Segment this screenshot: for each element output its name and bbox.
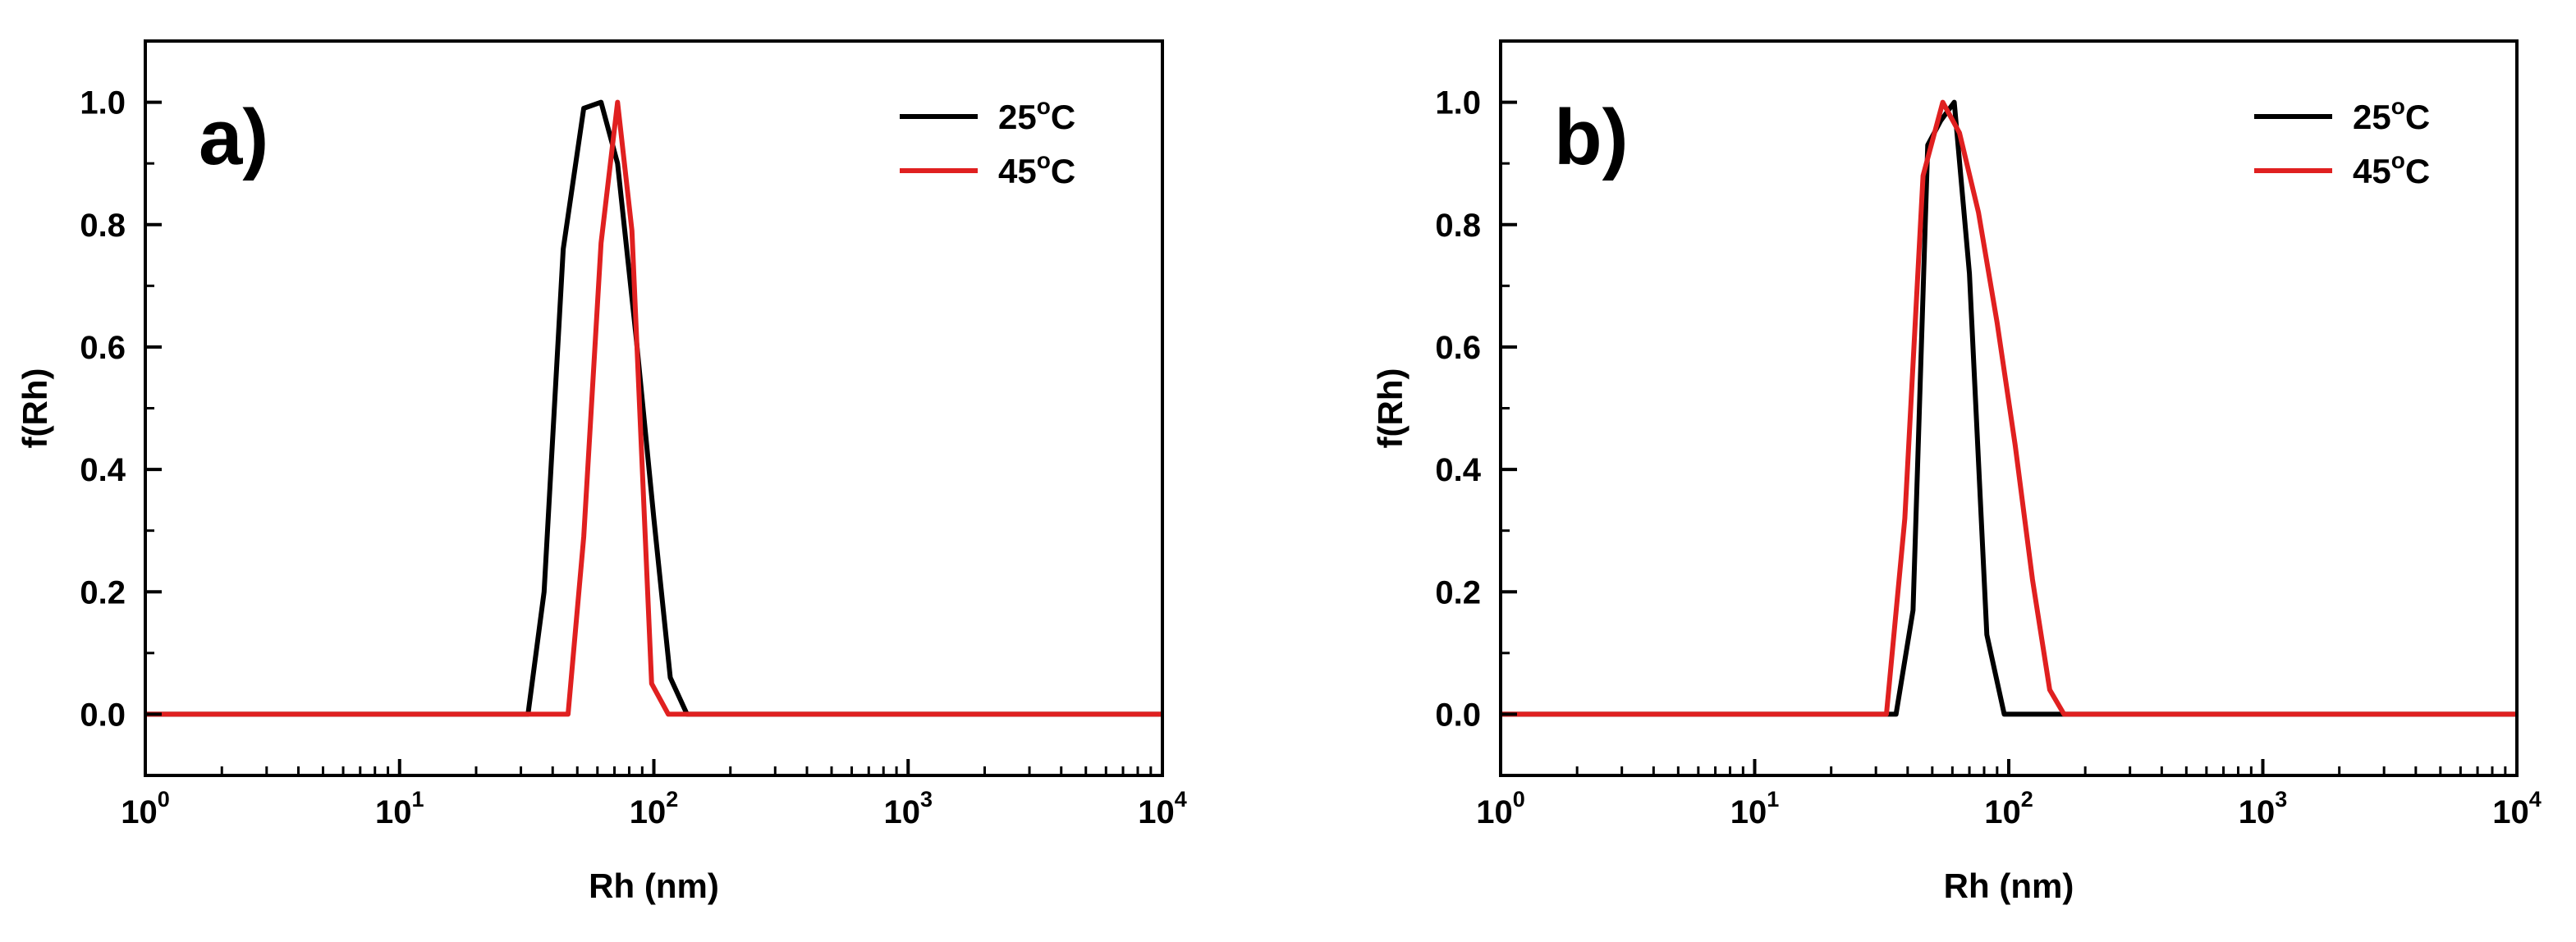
legend-label: 25oC (2353, 94, 2430, 136)
x-tick-label: 104 (2492, 787, 2542, 830)
series-line-45C (1501, 99, 2517, 717)
y-tick-label: 0.2 (1435, 574, 1481, 610)
y-tick-label: 0.8 (1435, 208, 1481, 244)
x-tick-label: 102 (1984, 787, 2033, 830)
x-tick-base: 10 (1138, 794, 1175, 830)
x-axis-title: Rh (nm) (589, 867, 719, 905)
x-axis-title: Rh (nm) (1944, 867, 2074, 905)
legend-label: 45oC (2353, 148, 2430, 190)
x-tick-exponent: 2 (2021, 787, 2033, 812)
y-tick-label: 0.0 (80, 697, 126, 733)
x-tick-base: 10 (1476, 794, 1513, 830)
x-tick-exponent: 3 (920, 787, 933, 812)
x-tick-base: 10 (121, 794, 158, 830)
x-tick-exponent: 0 (158, 787, 170, 812)
legend-label-unit: C (1051, 152, 1075, 190)
legend-label-degree: o (2391, 148, 2405, 173)
legend-label-value: 25 (998, 98, 1037, 136)
series-line-25C (145, 99, 1162, 717)
x-tick-exponent: 0 (1513, 787, 1525, 812)
x-axis: 100 101 102 103 104 (121, 759, 1187, 830)
series-line-45C (145, 99, 1162, 717)
x-tick-base: 10 (375, 794, 412, 830)
series-line-25C (1501, 99, 2517, 717)
x-tick-label: 100 (121, 787, 170, 830)
legend-label-value: 45 (2353, 152, 2391, 190)
legend-label-unit: C (2405, 152, 2430, 190)
x-tick-label: 102 (630, 787, 679, 830)
x-tick-base: 10 (2239, 794, 2276, 830)
legend-label-value: 25 (2353, 98, 2391, 136)
legend-label-degree: o (1037, 148, 1051, 173)
x-tick-exponent: 2 (666, 787, 678, 812)
x-tick-base: 10 (1984, 794, 2021, 830)
y-axis-title: f(Rh) (16, 368, 54, 449)
x-tick-exponent: 1 (411, 787, 424, 812)
x-tick-label: 101 (1730, 787, 1780, 830)
legend-label: 25oC (998, 94, 1075, 136)
x-tick-base: 10 (630, 794, 667, 830)
y-tick-label: 0.0 (1435, 697, 1481, 733)
x-tick-label: 100 (1476, 787, 1525, 830)
x-tick-exponent: 3 (2275, 787, 2287, 812)
x-tick-label: 103 (883, 787, 933, 830)
legend-label-unit: C (2405, 98, 2430, 136)
legend-label-unit: C (1051, 98, 1075, 136)
y-tick-label: 0.4 (80, 452, 126, 488)
y-tick-label: 0.6 (80, 330, 126, 366)
y-tick-label: 1.0 (1435, 85, 1481, 121)
legend-label: 45oC (998, 148, 1075, 190)
legend-label-degree: o (2391, 94, 2405, 119)
y-tick-label: 0.4 (1435, 452, 1481, 488)
legend-label-value: 45 (998, 152, 1037, 190)
panel-label: b) (1554, 94, 1629, 181)
x-axis: 100 101 102 103 104 (1476, 759, 2542, 830)
legend-label-degree: o (1037, 94, 1051, 119)
y-tick-label: 0.8 (80, 208, 126, 244)
x-tick-base: 10 (1730, 794, 1767, 830)
y-axis: 0.0 0.2 0.4 0.6 0.8 1.0 (1435, 85, 1517, 733)
x-tick-label: 103 (2239, 787, 2288, 830)
y-tick-label: 0.2 (80, 574, 126, 610)
y-tick-label: 0.6 (1435, 330, 1481, 366)
x-tick-exponent: 1 (1767, 787, 1779, 812)
x-tick-exponent: 4 (2529, 787, 2542, 812)
x-tick-label: 101 (375, 787, 424, 830)
y-axis-title: f(Rh) (1371, 368, 1409, 449)
x-tick-base: 10 (883, 794, 920, 830)
y-tick-label: 1.0 (80, 85, 126, 121)
x-tick-exponent: 4 (1175, 787, 1187, 812)
x-tick-label: 104 (1138, 787, 1187, 830)
x-tick-base: 10 (2492, 794, 2529, 830)
y-axis: 0.0 0.2 0.4 0.6 0.8 1.0 (80, 85, 162, 733)
panel-label: a) (199, 94, 268, 181)
